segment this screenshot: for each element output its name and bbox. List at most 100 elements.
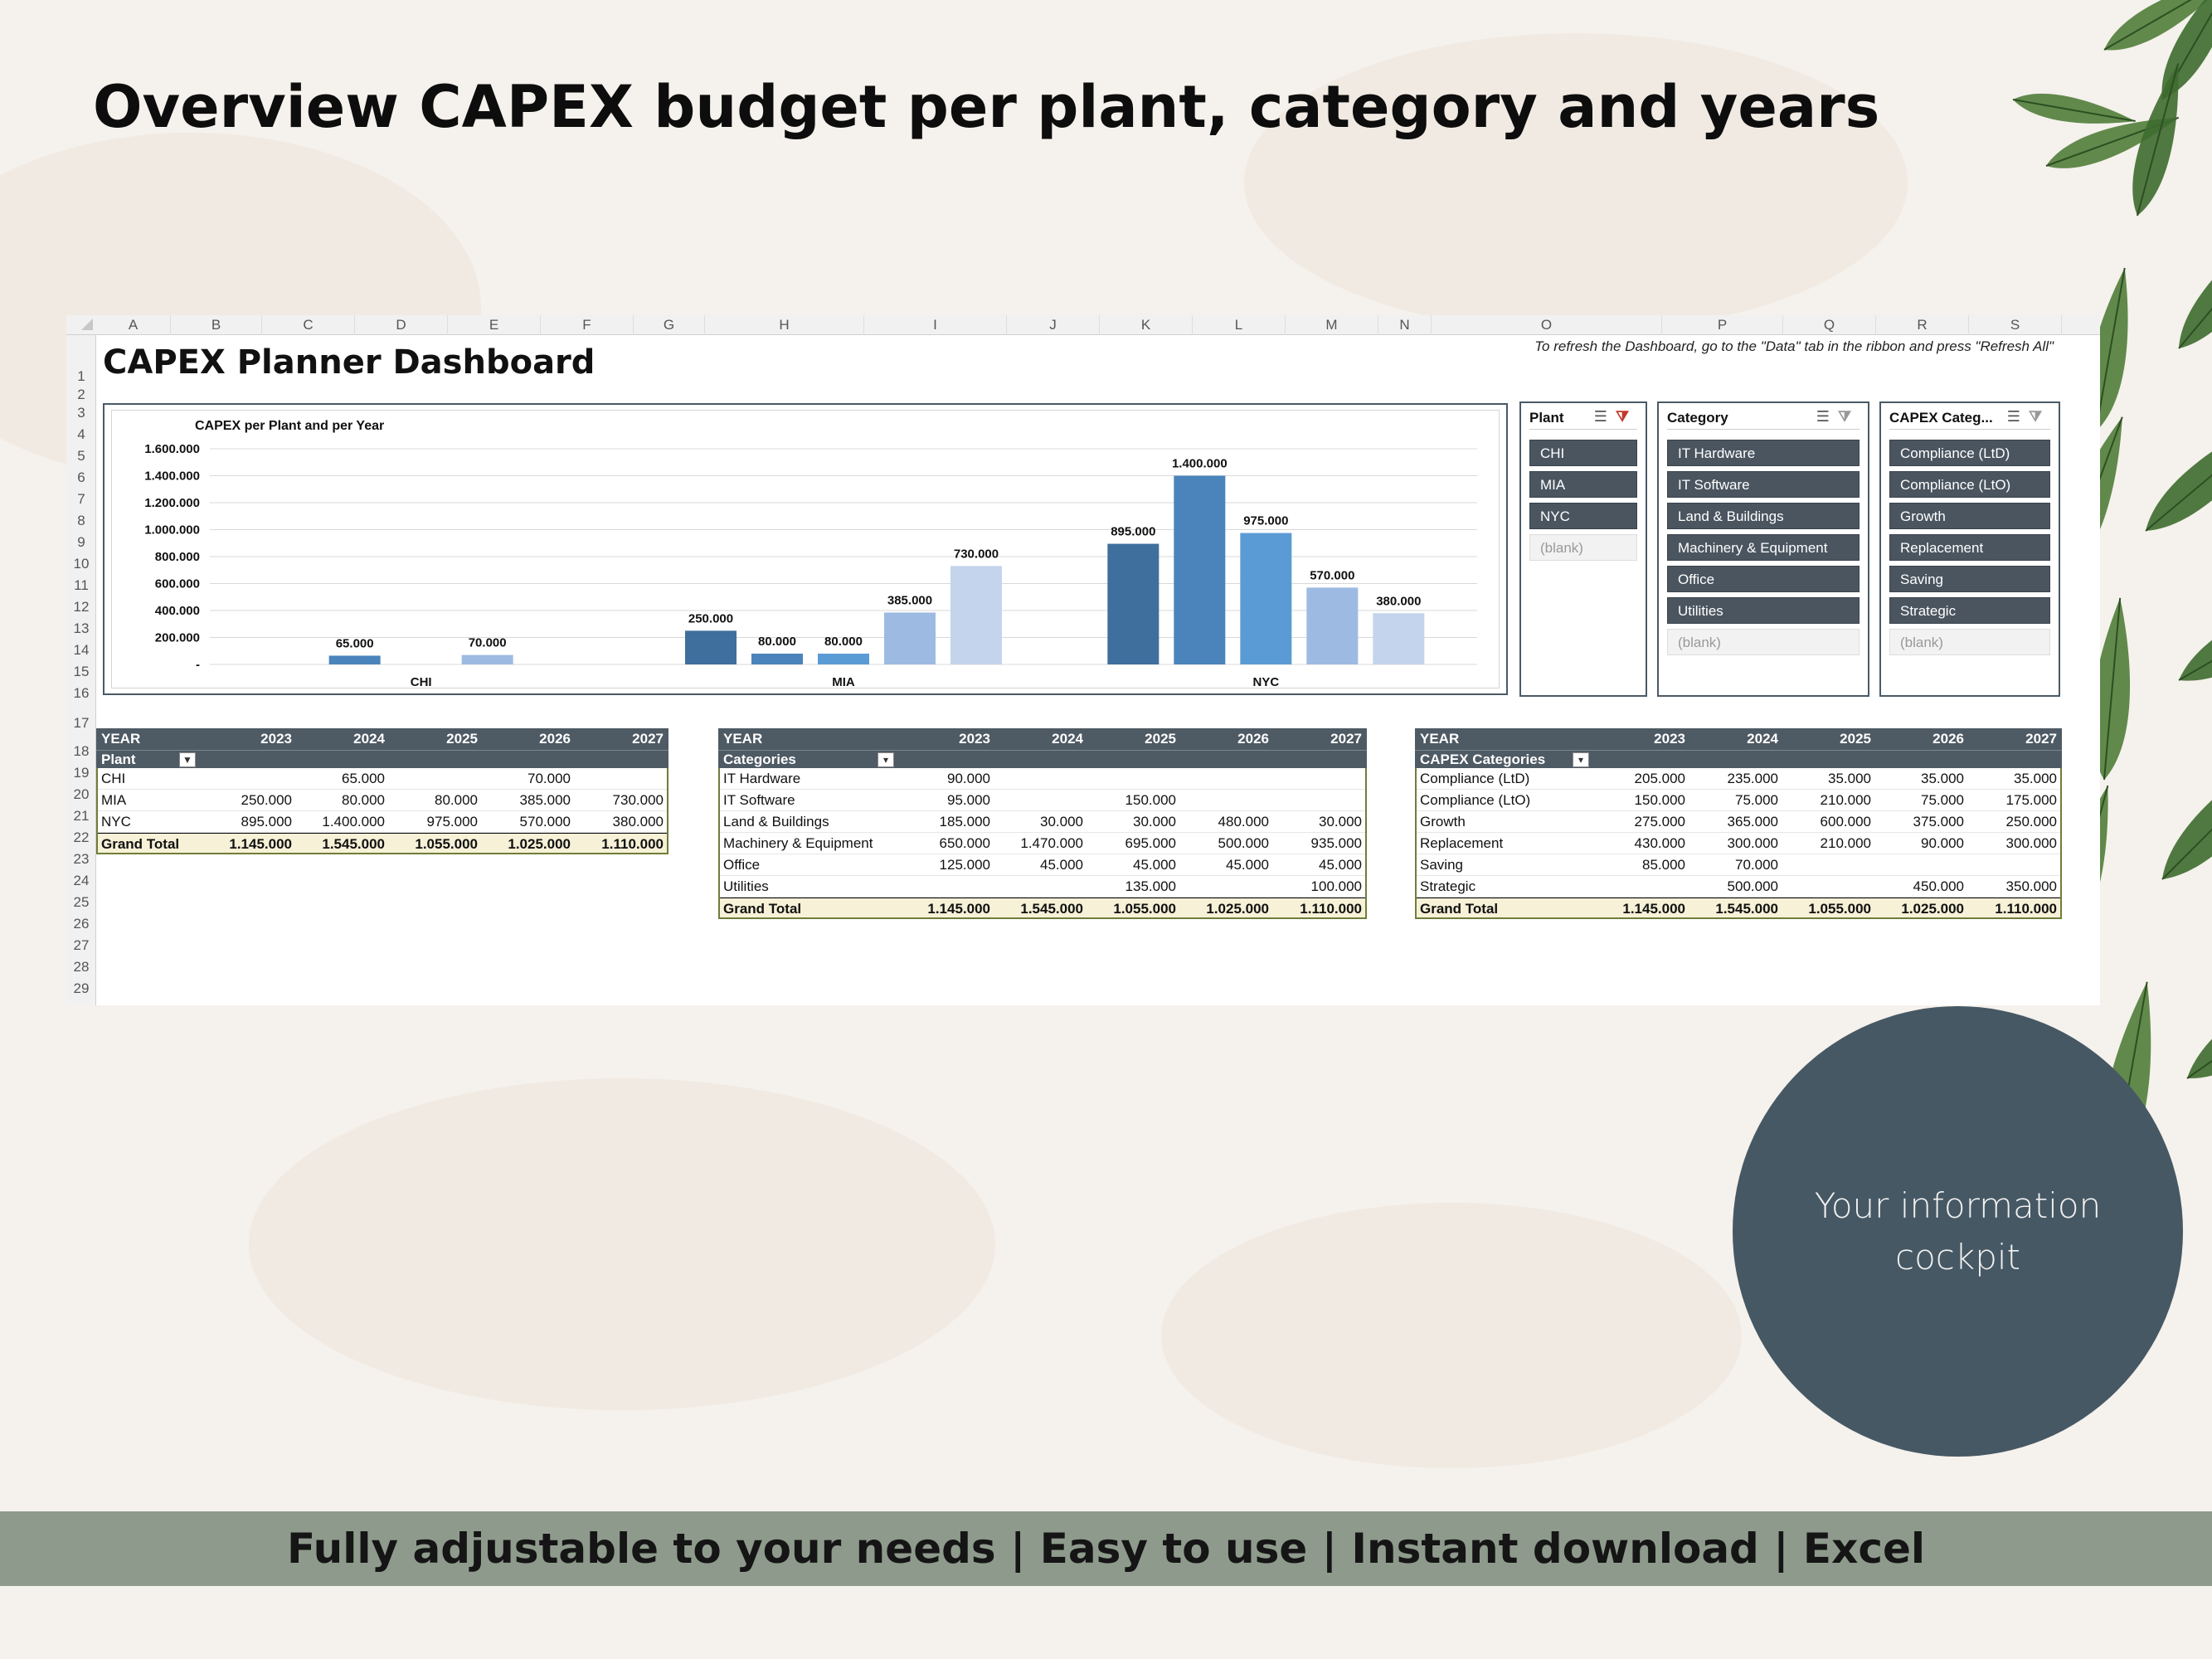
pivot-data-row[interactable]: MIA 250.000 80.000 80.000 385.000 730.000 <box>96 790 668 811</box>
row-number-2[interactable]: 2 <box>77 387 85 402</box>
slicer-item-blank[interactable]: (blank) <box>1667 629 1860 655</box>
row-number-5[interactable]: 5 <box>77 448 85 464</box>
row-number-20[interactable]: 20 <box>73 786 90 802</box>
clear-filter-icon[interactable]: ⧩ <box>2028 408 2050 425</box>
row-number-7[interactable]: 7 <box>77 491 85 507</box>
row-number-9[interactable]: 9 <box>77 534 85 550</box>
pivot-grand-total-row[interactable]: Grand Total 1.145.000 1.545.000 1.055.000 1.… <box>1415 898 2062 919</box>
slicer-item[interactable]: Compliance (LtO) <box>1889 471 2050 498</box>
row-number-25[interactable]: 25 <box>73 894 90 910</box>
column-letter-n[interactable]: N <box>1378 315 1432 335</box>
slicer-item[interactable]: Saving <box>1889 566 2050 592</box>
row-number-4[interactable]: 4 <box>77 426 85 442</box>
multi-select-icon[interactable]: ☰ <box>1816 408 1838 425</box>
column-letter-e[interactable]: E <box>448 315 541 335</box>
column-letter-c[interactable]: C <box>262 315 355 335</box>
pivot-data-row[interactable]: Saving 85.000 70.000 <box>1415 854 2062 876</box>
column-letter-h[interactable]: H <box>705 315 864 335</box>
column-letter-a[interactable]: A <box>96 315 171 335</box>
row-number-27[interactable]: 27 <box>73 937 90 953</box>
clear-filter-icon[interactable]: ⧩ <box>1615 408 1637 425</box>
row-number-8[interactable]: 8 <box>77 513 85 528</box>
pivot-data-row[interactable]: Growth 275.000 365.000 600.000 375.000 250.00… <box>1415 811 2062 833</box>
slicer-plant[interactable]: Plant ☰⧩ CHI MIA NYC (blank) <box>1519 401 1647 697</box>
slicer-item[interactable]: NYC <box>1529 503 1637 529</box>
row-number-18[interactable]: 18 <box>73 743 90 759</box>
slicer-item[interactable]: Land & Buildings <box>1667 503 1860 529</box>
filter-dropdown-icon[interactable]: ▾ <box>1573 752 1589 767</box>
row-number-16[interactable]: 16 <box>73 685 90 701</box>
slicer-item[interactable]: Utilities <box>1667 597 1860 624</box>
column-letter-g[interactable]: G <box>634 315 705 335</box>
slicer-item[interactable]: MIA <box>1529 471 1637 498</box>
slicer-item[interactable]: Strategic <box>1889 597 2050 624</box>
filter-dropdown-icon[interactable]: ▼ <box>179 752 196 767</box>
column-letter-l[interactable]: L <box>1193 315 1286 335</box>
row-number-26[interactable]: 26 <box>73 916 90 932</box>
slicer-icons[interactable]: ☰⧩ <box>1816 408 1860 426</box>
slicer-item-blank[interactable]: (blank) <box>1889 629 2050 655</box>
slicer-item[interactable]: Office <box>1667 566 1860 592</box>
slicer-capex-category[interactable]: CAPEX Categ... ☰⧩ Compliance (LtD) Complian… <box>1879 401 2060 697</box>
multi-select-icon[interactable]: ☰ <box>2006 408 2029 425</box>
spreadsheet[interactable]: ABCDEFGHIJKLMNOPQRSTU 123456789101112131… <box>66 315 2100 1005</box>
slicer-item[interactable]: IT Software <box>1667 471 1860 498</box>
column-letter-p[interactable]: P <box>1662 315 1783 335</box>
pivot-data-row[interactable]: Replacement 430.000 300.000 210.000 90.000 30… <box>1415 833 2062 854</box>
row-number-22[interactable]: 22 <box>73 830 90 845</box>
row-number-1[interactable]: 1 <box>77 368 85 384</box>
row-number-14[interactable]: 14 <box>73 642 90 658</box>
row-number-11[interactable]: 11 <box>74 577 89 593</box>
filter-dropdown-icon[interactable]: ▾ <box>878 752 894 767</box>
pivot-data-row[interactable]: NYC 895.000 1.400.000 975.000 570.000 380.000 <box>96 811 668 833</box>
row-number-23[interactable]: 23 <box>73 851 90 867</box>
slicer-item[interactable]: Growth <box>1889 503 2050 529</box>
row-number-28[interactable]: 28 <box>73 959 90 975</box>
column-letter-k[interactable]: K <box>1100 315 1193 335</box>
pivot-grand-total-row[interactable]: Grand Total 1.145.000 1.545.000 1.055.000 1.… <box>718 898 1367 919</box>
row-number-29[interactable]: 29 <box>73 980 90 996</box>
pivot-data-row[interactable]: Utilities 135.000 100.000 <box>718 876 1367 898</box>
pivot-data-row[interactable]: CHI 65.000 70.000 <box>96 768 668 790</box>
column-letter-m[interactable]: M <box>1286 315 1378 335</box>
multi-select-icon[interactable]: ☰ <box>1593 408 1616 425</box>
slicer-item-blank[interactable]: (blank) <box>1529 534 1637 561</box>
slicer-item[interactable]: Compliance (LtD) <box>1889 440 2050 466</box>
column-letter-f[interactable]: F <box>541 315 634 335</box>
row-number-17[interactable]: 17 <box>73 715 90 731</box>
column-letter-b[interactable]: B <box>171 315 262 335</box>
pivot-data-row[interactable]: Strategic 500.000 450.000 350.000 <box>1415 876 2062 898</box>
row-number-12[interactable]: 12 <box>73 599 90 615</box>
row-number-19[interactable]: 19 <box>73 765 90 781</box>
slicer-category[interactable]: Category ☰⧩ IT Hardware IT Software Land & B… <box>1657 401 1869 697</box>
select-all-corner[interactable] <box>81 319 93 330</box>
pivot-data-row[interactable]: IT Software 95.000 150.000 <box>718 790 1367 811</box>
pivot-data-row[interactable]: Compliance (LtO) 150.000 75.000 210.000 75.0… <box>1415 790 2062 811</box>
row-number-15[interactable]: 15 <box>73 664 90 679</box>
row-number-3[interactable]: 3 <box>77 405 85 421</box>
row-number-10[interactable]: 10 <box>73 556 90 572</box>
row-number-6[interactable]: 6 <box>77 469 85 485</box>
pivot-data-row[interactable]: Machinery & Equipment 650.000 1.470.000 695… <box>718 833 1367 854</box>
pivot-grand-total-row[interactable]: Grand Total 1.145.000 1.545.000 1.055.000 1.… <box>96 833 668 854</box>
row-number-24[interactable]: 24 <box>73 873 90 888</box>
column-letter-j[interactable]: J <box>1007 315 1100 335</box>
slicer-item[interactable]: Machinery & Equipment <box>1667 534 1860 561</box>
column-letter-q[interactable]: Q <box>1783 315 1876 335</box>
column-letter-r[interactable]: R <box>1876 315 1969 335</box>
clear-filter-icon[interactable]: ⧩ <box>1837 408 1860 425</box>
column-letter-i[interactable]: I <box>864 315 1007 335</box>
row-number-13[interactable]: 13 <box>73 620 90 636</box>
column-letter-s[interactable]: S <box>1969 315 2062 335</box>
row-number-21[interactable]: 21 <box>73 808 90 824</box>
slicer-icons[interactable]: ☰⧩ <box>1594 408 1637 426</box>
pivot-data-row[interactable]: IT Hardware 90.000 <box>718 768 1367 790</box>
slicer-item[interactable]: Replacement <box>1889 534 2050 561</box>
pivot-data-row[interactable]: Compliance (LtD) 205.000 235.000 35.000 35.0… <box>1415 768 2062 790</box>
pivot-data-row[interactable]: Office 125.000 45.000 45.000 45.000 45.000 <box>718 854 1367 876</box>
slicer-item[interactable]: CHI <box>1529 440 1637 466</box>
column-letter-o[interactable]: O <box>1432 315 1662 335</box>
column-letter-t[interactable]: T <box>2062 315 2100 335</box>
slicer-item[interactable]: IT Hardware <box>1667 440 1860 466</box>
column-letter-d[interactable]: D <box>355 315 448 335</box>
